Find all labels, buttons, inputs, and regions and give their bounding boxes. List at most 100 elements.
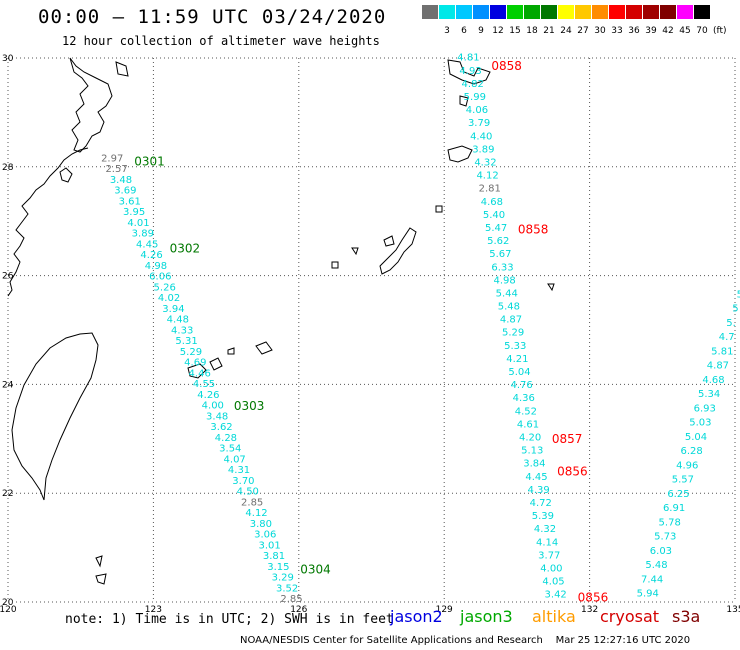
legend-swatch — [660, 5, 676, 19]
swh-value-jason3: 4.26 — [140, 250, 162, 261]
swh-value-s3a: 5.99 — [464, 92, 486, 103]
swh-value-jason3: 3.48 — [110, 175, 132, 186]
legend-swatch — [575, 5, 591, 19]
lon-tick-label: 135 — [726, 605, 740, 615]
swh-value-s3a: 5.47 — [485, 223, 507, 234]
swh-value-jason3: 3.29 — [272, 573, 294, 584]
track-time-label: 0302 — [170, 241, 201, 255]
swh-value-jason3: 3.89 — [132, 229, 154, 240]
swh-value-s3a: 3.42 — [545, 590, 567, 601]
swh-value-cryosat: 5.48 — [645, 560, 667, 571]
legend-label: 6 — [461, 26, 467, 36]
credit-text: NOAA/NESDIS Center for Satellite Applica… — [240, 635, 543, 646]
swh-value-s3a: 2.81 — [479, 184, 501, 195]
swh-value-cryosat: 5.78 — [659, 517, 681, 528]
coastal-island — [59, 167, 73, 183]
swh-value-s3a: 4.14 — [536, 537, 558, 548]
swh-value-cryosat: 5.03 — [689, 418, 711, 429]
small-island — [95, 555, 103, 568]
lon-tick-label: 126 — [290, 605, 307, 615]
swh-value-s3a: 4.00 — [540, 563, 562, 574]
swh-value-s3a: 5.33 — [504, 341, 526, 352]
legend-swatch — [677, 5, 693, 19]
legend-unit: (ft) — [713, 26, 727, 36]
swh-value-cryosat: 4.87 — [707, 361, 729, 372]
track-time-label: 0858 — [518, 222, 549, 236]
swh-value-cryosat: 6.93 — [694, 403, 716, 414]
satellite-jason2: jason2 — [390, 607, 443, 626]
swh-value-jason3: 2.85 — [241, 497, 263, 508]
swh-value-s3a: 4.36 — [513, 393, 535, 404]
swh-value-cryosat: 5.73 — [654, 532, 676, 543]
lon-tick-label: 132 — [581, 605, 598, 615]
legend-label: 27 — [577, 26, 589, 36]
swh-value-jason3: 3.95 — [123, 207, 145, 218]
miyako-island — [255, 341, 273, 355]
swh-value-cryosat: 5.81 — [711, 346, 733, 357]
track-time-label: 0303 — [234, 399, 265, 413]
legend-swatch — [473, 5, 489, 19]
swh-value-s3a: 4.06 — [466, 105, 488, 116]
lon-tick-label: 129 — [436, 605, 453, 615]
legend-swatch — [626, 5, 642, 19]
track-time-label: 0856 — [557, 464, 588, 478]
kyushu-coast — [69, 57, 113, 153]
swh-value-jason3: 3.80 — [250, 519, 272, 530]
swh-value-cryosat: 6.28 — [680, 446, 702, 457]
swh-value-s3a: 3.89 — [472, 144, 494, 155]
swh-value-s3a: 4.21 — [506, 354, 528, 365]
swh-value-jason3: 3.52 — [276, 583, 298, 594]
legend-label: 12 — [492, 26, 504, 36]
swh-value-s3a: 6.33 — [491, 262, 513, 273]
legend-label: 30 — [594, 26, 606, 36]
swh-value-s3a: 5.13 — [521, 446, 543, 457]
swh-value-cryosat: 5.94 — [637, 589, 659, 600]
satellite-s3a: s3a — [672, 607, 701, 626]
osumi-islands — [447, 59, 491, 85]
swh-value-s3a: 5.62 — [487, 236, 509, 247]
legend-swatch — [694, 5, 710, 19]
swh-value-cryosat: 5.34 — [698, 389, 720, 400]
swh-value-jason3: 3.48 — [206, 411, 228, 422]
swh-value-jason3: 2.97 — [101, 153, 123, 164]
track-time-label: 0856 — [578, 591, 609, 605]
swh-value-jason3: 4.00 — [202, 401, 224, 412]
swh-value-cryosat: 6.91 — [663, 503, 685, 514]
swh-value-cryosat: 4.68 — [702, 375, 724, 386]
legend-label: 15 — [509, 26, 521, 36]
swh-value-s3a: 4.39 — [528, 485, 550, 496]
swh-value-s3a: 3.79 — [468, 118, 490, 129]
swh-value-s3a: 3.77 — [538, 550, 560, 561]
legend-label: 33 — [611, 26, 623, 36]
swh-value-s3a: 5.29 — [502, 328, 524, 339]
amami-island — [447, 145, 473, 163]
swh-value-s3a: 4.40 — [470, 131, 492, 142]
small-island — [459, 95, 469, 107]
swh-value-jason3: 4.33 — [171, 325, 193, 336]
swh-value-jason3: 6.06 — [149, 272, 171, 283]
swh-value-s3a: 5.44 — [496, 288, 518, 299]
swh-value-jason3: 4.07 — [224, 454, 246, 465]
map-title: 00:00 – 11:59 UTC 03/24/2020 — [38, 6, 387, 28]
lon-tick-label: 123 — [145, 605, 162, 615]
swh-value-jason3: 4.48 — [167, 315, 189, 326]
swh-value-s3a: 4.20 — [519, 432, 541, 443]
legend-label: 42 — [662, 26, 674, 36]
swh-value-jason3: 2.57 — [105, 164, 127, 175]
swh-value-jason3: 4.69 — [184, 358, 206, 369]
small-island — [435, 205, 443, 213]
swh-value-jason3: 4.28 — [215, 433, 237, 444]
swh-value-cryosat: 5.57 — [672, 475, 694, 486]
legend-label: 21 — [543, 26, 555, 36]
lat-tick-label: 28 — [2, 163, 14, 173]
legend-swatch — [558, 5, 574, 19]
lat-tick-label: 20 — [2, 598, 14, 608]
swh-value-cryosat: 6.03 — [650, 546, 672, 557]
iriomote-island — [209, 357, 223, 371]
swh-value-jason3: 3.54 — [219, 444, 241, 455]
swh-value-cryosat: 4.7 — [719, 332, 735, 343]
swh-value-s3a: 3.84 — [523, 459, 545, 470]
swh-value-jason3: 3.69 — [114, 186, 136, 197]
swh-value-jason3: 3.15 — [267, 562, 289, 573]
